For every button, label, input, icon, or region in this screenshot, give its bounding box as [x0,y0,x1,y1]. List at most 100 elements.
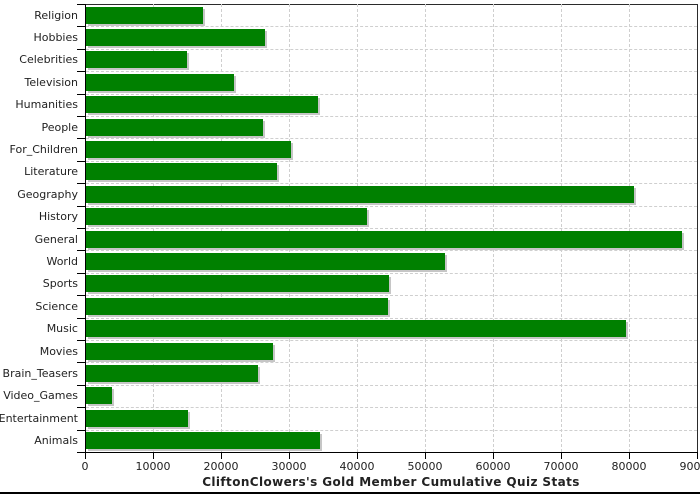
x-axis-tick [425,453,426,459]
bar-entertainment [86,410,188,427]
x-axis-tick [697,453,698,459]
x-tick-label-40000: 40000 [339,460,375,473]
horizontal-gridline [86,384,697,386]
horizontal-gridline [86,160,697,162]
y-axis-tick [77,94,85,95]
y-axis-tick [77,49,85,50]
category-label-people: People [41,120,78,134]
y-axis-tick [77,26,85,27]
horizontal-gridline [86,250,697,252]
category-label-music: Music [46,322,78,336]
bar-music [86,320,626,337]
plot-frame-top [85,4,698,5]
bar-geography [86,186,634,203]
category-label-literature: Literature [24,165,78,179]
x-axis-tick [493,453,494,459]
y-axis-tick [77,228,85,229]
y-axis-tick [77,250,85,251]
x-tick-label-90000: 90000 [679,460,700,473]
bar-sports [86,275,389,292]
bar-science [86,298,388,315]
category-label-general: General [34,232,78,246]
y-axis-tick [77,183,85,184]
horizontal-gridline [86,71,697,73]
y-axis-tick [77,362,85,363]
category-label-television: Television [24,75,79,89]
y-axis-tick [77,273,85,274]
horizontal-gridline [86,116,697,117]
y-axis-tick [77,116,85,117]
x-tick-label-80000: 80000 [611,460,647,473]
category-label-religion: Religion [34,8,78,22]
bar-literature [86,163,277,180]
horizontal-gridline [86,138,697,140]
x-axis-line [85,452,698,453]
bar-general [86,231,682,248]
y-axis-tick [77,206,85,207]
x-axis-tick [629,453,630,459]
bottom-border-line [0,492,700,494]
category-label-entertainment: Entertainment [0,411,78,425]
bar-people [86,119,263,136]
x-tick-label-70000: 70000 [543,460,579,473]
bar-history [86,208,367,225]
horizontal-gridline [86,183,697,185]
plot-frame-right [697,4,698,453]
bar-celebrities [86,51,187,68]
category-label-video_games: Video_Games [3,389,78,403]
x-tick-label-10000: 10000 [135,460,171,473]
bar-for_children [86,141,291,158]
x-axis-tick [221,453,222,459]
y-axis-tick [77,161,85,162]
horizontal-gridline [86,228,697,229]
category-label-science: Science [35,299,78,313]
bar-video_games [86,387,112,404]
category-label-sports: Sports [42,277,78,291]
horizontal-gridline [86,317,697,319]
x-tick-label-60000: 60000 [475,460,511,473]
x-axis-tick [289,453,290,459]
bar-movies [86,343,273,360]
x-tick-label-30000: 30000 [271,460,307,473]
y-axis-tick [77,452,85,453]
x-axis-tick [561,453,562,459]
bar-animals [86,432,320,449]
bar-hobbies [86,29,265,46]
category-label-world: World [46,255,78,269]
y-axis-tick [77,385,85,386]
x-axis-tick [85,453,86,459]
chart-title: CliftonClowers's Gold Member Cumulative … [202,475,580,489]
y-axis-tick [77,71,85,72]
category-label-celebrities: Celebrities [19,53,78,67]
y-axis-tick [77,138,85,139]
bar-brain_teasers [86,365,258,382]
y-axis-tick [77,318,85,319]
x-tick-label-0: 0 [81,460,89,473]
horizontal-gridline [86,48,697,50]
category-label-animals: Animals [34,434,78,448]
horizontal-gridline [86,295,697,297]
horizontal-gridline [86,93,697,95]
horizontal-gridline [86,205,697,207]
category-label-hobbies: Hobbies [33,31,78,45]
y-axis-tick [77,407,85,408]
horizontal-gridline [86,26,697,28]
category-label-humanities: Humanities [15,98,78,112]
y-axis-tick [77,4,85,5]
x-tick-label-50000: 50000 [407,460,443,473]
x-axis-tick [357,453,358,459]
horizontal-gridline [86,272,697,274]
bar-religion [86,7,203,24]
bar-world [86,253,445,270]
bar-television [86,74,234,91]
bar-humanities [86,96,318,113]
category-label-brain_teasers: Brain_Teasers [2,367,78,381]
x-tick-label-20000: 20000 [203,460,239,473]
y-axis-line [85,4,86,453]
x-axis-tick [153,453,154,459]
horizontal-gridline [86,407,697,409]
category-label-geography: Geography [17,187,78,201]
y-axis-tick [77,430,85,431]
horizontal-gridline [86,340,697,341]
